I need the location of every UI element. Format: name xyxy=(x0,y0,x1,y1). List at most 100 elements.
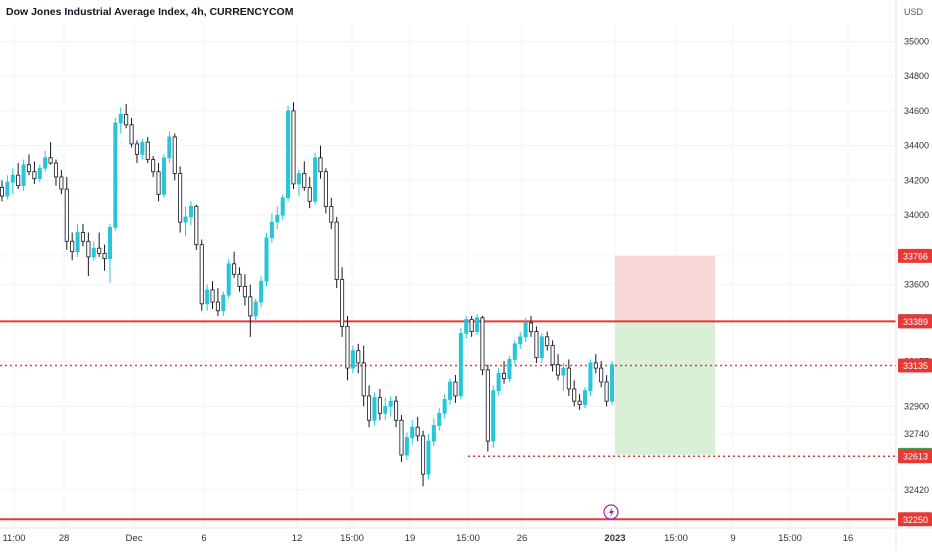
candle-body xyxy=(10,174,15,183)
candle-body xyxy=(302,173,307,188)
candle-body xyxy=(59,176,64,190)
x-tick-label: 16 xyxy=(843,533,854,544)
candle-body xyxy=(609,364,615,402)
price-badge-33135 xyxy=(898,358,932,373)
candle-body xyxy=(491,390,496,442)
y-tick-label: 34800 xyxy=(904,71,929,81)
candle-body xyxy=(307,186,312,202)
candle-body xyxy=(340,279,345,327)
candle-body xyxy=(172,136,177,174)
x-tick-label: 9 xyxy=(730,533,735,544)
stop-loss-zone xyxy=(615,255,715,322)
candle-body xyxy=(334,221,339,280)
x-tick-label: 6 xyxy=(201,533,206,544)
candle-body xyxy=(464,319,469,334)
candle-body xyxy=(485,369,490,442)
candle-body xyxy=(313,157,318,202)
candle-body xyxy=(296,173,301,185)
candle-body xyxy=(264,237,269,282)
candle-body xyxy=(415,426,420,437)
candle-body xyxy=(32,171,37,180)
candle-body xyxy=(550,345,555,366)
candle-body xyxy=(545,336,550,346)
candle-body xyxy=(205,289,210,305)
candle-body xyxy=(221,294,226,312)
price-badge-32250 xyxy=(898,512,932,527)
candle-body xyxy=(577,400,582,406)
candle-body xyxy=(183,216,188,223)
candle-body xyxy=(502,372,507,379)
candle-body xyxy=(43,157,48,169)
candle-body xyxy=(291,110,296,185)
candle-body xyxy=(431,425,436,442)
candle-body xyxy=(53,162,59,178)
x-tick-label: 11:00 xyxy=(2,533,25,544)
lightning-icon xyxy=(609,507,614,518)
candle-body xyxy=(129,124,134,145)
candle-body xyxy=(48,157,53,164)
candle-body xyxy=(475,317,480,333)
candle-body xyxy=(410,426,415,439)
candle-body xyxy=(529,322,534,333)
candle-body xyxy=(388,400,393,407)
y-tick-label: 32420 xyxy=(904,485,929,495)
candle-body xyxy=(64,188,69,242)
candle-body xyxy=(421,435,426,475)
candle-body xyxy=(518,336,523,345)
candle-body xyxy=(582,390,588,406)
price-badge-33766 xyxy=(898,248,932,263)
candle-body xyxy=(124,113,129,126)
candle-body xyxy=(404,437,409,456)
price-badge-label: 33389 xyxy=(903,317,928,327)
candle-body xyxy=(469,319,474,333)
price-badge-label: 32613 xyxy=(903,452,928,462)
candle-body xyxy=(426,440,431,475)
candle-body xyxy=(0,186,5,197)
candle-body xyxy=(134,143,139,155)
candle-body xyxy=(448,381,453,400)
x-tick-label: 15:00 xyxy=(778,533,802,544)
candle-body xyxy=(86,240,91,258)
x-tick-label: 28 xyxy=(59,533,70,544)
candle-body xyxy=(512,343,517,360)
y-tick-label: 32900 xyxy=(904,401,929,411)
x-tick-label: 15:00 xyxy=(664,533,688,544)
x-tick-label: 2023 xyxy=(604,533,625,544)
x-tick-label: Dec xyxy=(126,533,143,544)
candle-body xyxy=(593,362,598,369)
candle-body xyxy=(161,157,166,195)
candle-body xyxy=(286,110,291,199)
candle-body xyxy=(102,253,107,260)
candle-body xyxy=(97,247,102,254)
candle-body xyxy=(323,171,328,207)
candle-body xyxy=(523,322,528,338)
candle-body xyxy=(555,364,561,376)
candle-body xyxy=(318,157,323,173)
candle-body xyxy=(113,122,118,228)
candle-body xyxy=(26,164,32,173)
candle-body xyxy=(5,181,10,197)
price-badge-label: 32250 xyxy=(903,515,928,525)
candle-body xyxy=(588,362,593,392)
candle-body xyxy=(329,206,334,223)
candle-body xyxy=(80,232,85,242)
take-profit-zone xyxy=(615,321,715,455)
y-tick-label: 34000 xyxy=(904,210,929,220)
candle-body xyxy=(458,332,463,397)
candle-body xyxy=(156,171,161,195)
candle-body xyxy=(215,301,220,312)
candle-body xyxy=(21,164,26,187)
candle-body xyxy=(383,405,388,414)
candle-body xyxy=(237,273,242,287)
candle-body xyxy=(442,398,447,414)
candle-body xyxy=(604,381,609,402)
y-tick-label: 34400 xyxy=(904,141,929,151)
candle-body xyxy=(480,317,485,371)
y-tick-label: 35000 xyxy=(904,36,929,46)
candle-body xyxy=(16,174,21,187)
candle-body xyxy=(350,350,355,369)
candle-body xyxy=(453,381,458,397)
candle-body xyxy=(75,232,80,253)
x-tick-label: 15:00 xyxy=(456,533,480,544)
